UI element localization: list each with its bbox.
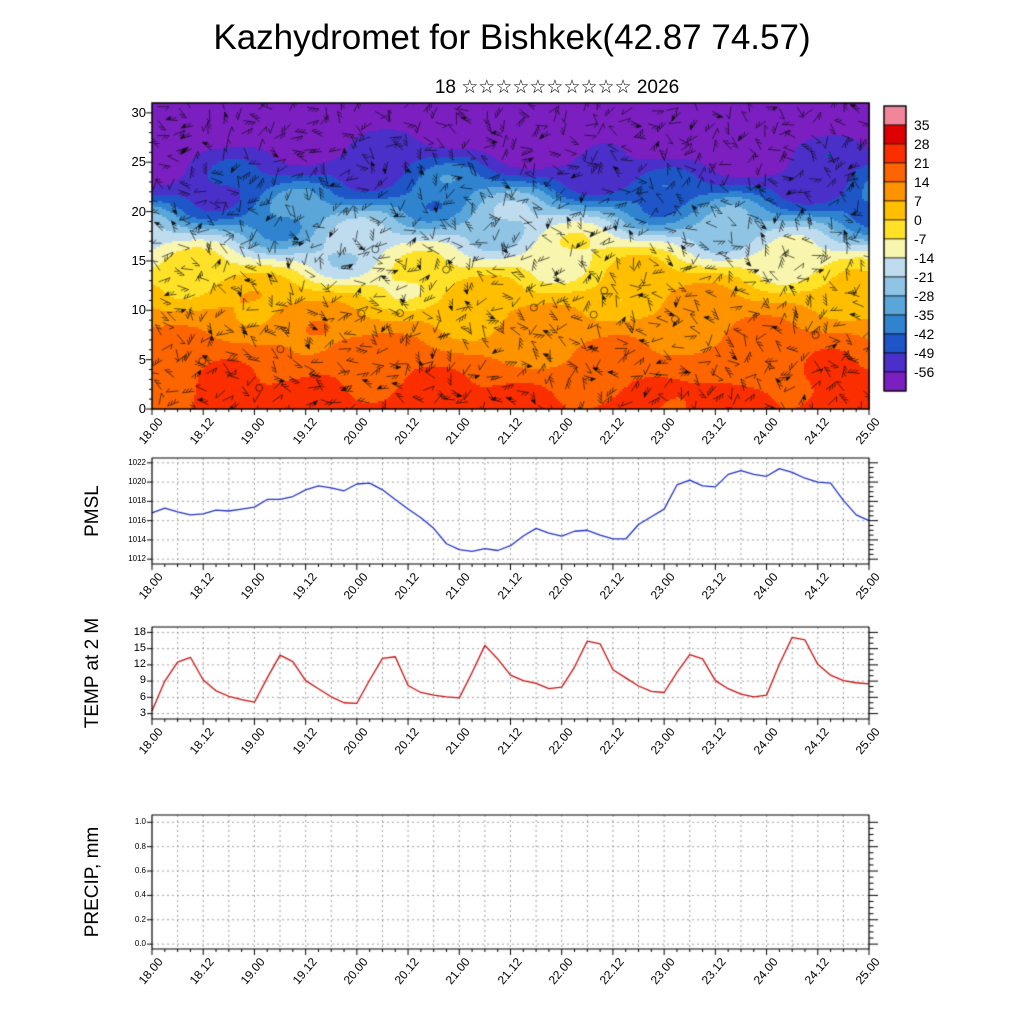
cross-section-y-tick-label: 10 — [131, 302, 146, 318]
temp-at-2-m-y-tick-label: 15 — [133, 641, 146, 654]
precip-axis-title: PRECIP, mm — [82, 826, 103, 938]
colorbar-tick-label: 21 — [914, 155, 930, 171]
pmsl-y-tick-label: 1018 — [128, 496, 146, 506]
precip-mm-y-tick-label: 1.0 — [134, 817, 146, 827]
cross-section-y-tick-label: 25 — [131, 154, 146, 170]
temp-at-2-m-y-tick-label: 6 — [139, 690, 146, 703]
cross-section-y-tick-label: 30 — [131, 104, 146, 120]
colorbar-tick-label: 14 — [914, 174, 930, 190]
page-title: Kazhydromet for Bishkek(42.87 74.57) — [213, 18, 811, 57]
pmsl-y-tick-label: 1014 — [128, 534, 146, 544]
colorbar-tick-label: -42 — [914, 326, 935, 342]
cross-section-y-tick-label: 15 — [131, 252, 146, 268]
pmsl-y-tick-label: 1022 — [128, 457, 146, 467]
cross-section-y-tick-label: 20 — [131, 203, 146, 219]
colorbar-tick-label: -35 — [914, 307, 935, 323]
subtitle-date-stars: 18 ☆☆☆☆☆☆☆☆☆☆ 2026 — [434, 77, 680, 98]
colorbar-tick-label: 0 — [914, 212, 922, 228]
colorbar-tick-label: -28 — [914, 288, 935, 304]
colorbar-tick-label: -49 — [914, 345, 935, 361]
temp2m-axis-title: TEMP at 2 M — [82, 617, 103, 729]
precip-mm-y-tick-label: 0.0 — [134, 939, 146, 949]
colorbar-tick-label: 7 — [914, 193, 922, 209]
temp-at-2-m-y-tick-label: 9 — [139, 674, 146, 687]
pmsl-y-tick-label: 1020 — [128, 477, 146, 487]
colorbar-tick-label: -7 — [914, 231, 927, 247]
colorbar-tick-label: -14 — [914, 250, 935, 266]
precip-mm-y-tick-label: 0.2 — [134, 914, 146, 924]
precip-mm-y-tick-label: 0.6 — [134, 866, 146, 876]
cross-section-y-tick-label: 0 — [138, 401, 146, 416]
temp-at-2-m-y-tick-label: 12 — [133, 658, 146, 671]
precip-mm-y-tick-label: 0.4 — [134, 890, 146, 900]
temp-at-2-m-y-tick-label: 18 — [133, 625, 146, 638]
colorbar-tick-label: 28 — [914, 136, 930, 152]
temp-at-2-m-y-tick-label: 3 — [139, 706, 146, 719]
cross-section-y-tick-label: 5 — [138, 351, 146, 367]
pmsl-axis-title: PMSL — [82, 485, 103, 537]
pmsl-y-tick-label: 1012 — [128, 554, 146, 564]
colorbar-tick-label: -56 — [914, 364, 935, 380]
colorbar-tick-label: 35 — [914, 117, 930, 133]
colorbar-tick-label: -21 — [914, 269, 935, 285]
pmsl-y-tick-label: 1016 — [128, 515, 146, 525]
precip-mm-y-tick-label: 0.8 — [134, 841, 146, 851]
